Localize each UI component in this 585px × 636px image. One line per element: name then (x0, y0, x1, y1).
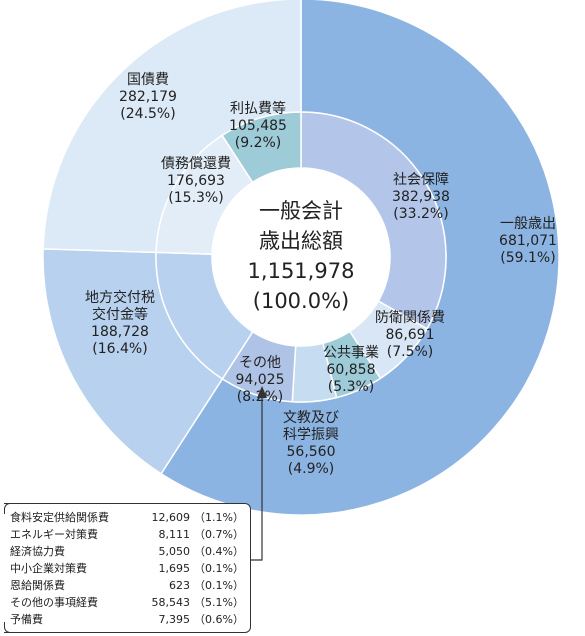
center-title-line2: 歳出総額 (259, 229, 343, 253)
inner-label-6: 債務償還費 176,693 (15.3%) (161, 156, 231, 206)
breakdown-val-4: 623 (169, 579, 190, 592)
other-breakdown-connector (250, 392, 263, 561)
breakdown-name-1: エネルギー対策費 (10, 528, 98, 541)
breakdown-pct-3: （0.1%） (194, 562, 244, 575)
breakdown-row: その他の事項経費 58,543 （5.1%） (10, 594, 244, 611)
inner-label-2: 公共事業 60,858 (5.3%) (323, 345, 379, 395)
breakdown-pct-5: （5.1%） (194, 596, 244, 609)
breakdown-row: 恩給関係費 623 （0.1%） (10, 577, 244, 594)
breakdown-name-6: 予備費 (10, 613, 43, 626)
breakdown-val-3: 1,695 (158, 562, 191, 575)
inner-ring (155, 111, 447, 403)
outer-label-2: 国債費 282,179 (24.5%) (119, 72, 177, 122)
inner-label-7: 利払費等 105,485 (9.2%) (229, 100, 287, 151)
breakdown-val-0: 12,609 (151, 511, 191, 524)
breakdown-val-6: 7,395 (158, 613, 191, 626)
slice-labels: 一般歳出 681,071 (59.1%) 地方交付税交付金等 188,728 (16.4%… (85, 72, 557, 477)
breakdown-val-1: 8,111 (158, 528, 191, 541)
breakdown-pct-1: （0.7%） (194, 528, 244, 541)
breakdown-pct-6: （0.6%） (194, 613, 244, 626)
outer-label-0: 一般歳出 681,071 (59.1%) (499, 216, 557, 266)
breakdown-val-2: 5,050 (158, 545, 191, 558)
outer-label-1: 地方交付税交付金等 188,728 (16.4%) (85, 289, 155, 357)
center-total-pct: (100.0%) (253, 289, 349, 313)
breakdown-name-5: その他の事項経費 (10, 596, 98, 609)
brace-top (4, 503, 13, 514)
brace-bottom (4, 622, 13, 633)
breakdown-row: 予備費 7,395 （0.6%） (10, 611, 244, 628)
connector-arrowhead (257, 386, 267, 398)
breakdown-name-2: 経済協力費 (10, 545, 65, 558)
inner-label-3: 文教及び科学振興 56,560 (4.9%) (283, 410, 339, 477)
breakdown-name-0: 食料安定供給関係費 (10, 511, 109, 524)
breakdown-pct-0: （1.1%） (194, 511, 244, 524)
breakdown-pct-2: （0.4%） (194, 545, 244, 558)
breakdown-row: 食料安定供給関係費 12,609 （1.1%） (10, 509, 244, 526)
breakdown-val-5: 58,543 (151, 596, 191, 609)
breakdown-row: 中小企業対策費 1,695 （0.1%） (10, 560, 244, 577)
center-title-line1: 一般会計 (259, 199, 343, 223)
breakdown-name-3: 中小企業対策費 (10, 562, 87, 575)
inner-label-0: 社会保障 382,938 (33.2%) (392, 172, 450, 222)
breakdown-row: エネルギー対策費 8,111 （0.7%） (10, 526, 244, 543)
other-breakdown-table: 食料安定供給関係費 12,609 （1.1%） エネルギー対策費 8,111 （0.7%）… (10, 509, 244, 628)
breakdown-row: 経済協力費 5,050 （0.4%） (10, 543, 244, 560)
center-hole (212, 168, 390, 346)
breakdown-pct-4: （0.1%） (194, 579, 244, 592)
other-breakdown-box: 食料安定供給関係費 12,609 （1.1%） エネルギー対策費 8,111 （0.7%）… (4, 503, 251, 633)
breakdown-name-4: 恩給関係費 (10, 579, 65, 592)
center-total-value: 1,151,978 (248, 259, 355, 283)
inner-label-1: 防衛関係費 86,691 (7.5%) (375, 310, 445, 360)
